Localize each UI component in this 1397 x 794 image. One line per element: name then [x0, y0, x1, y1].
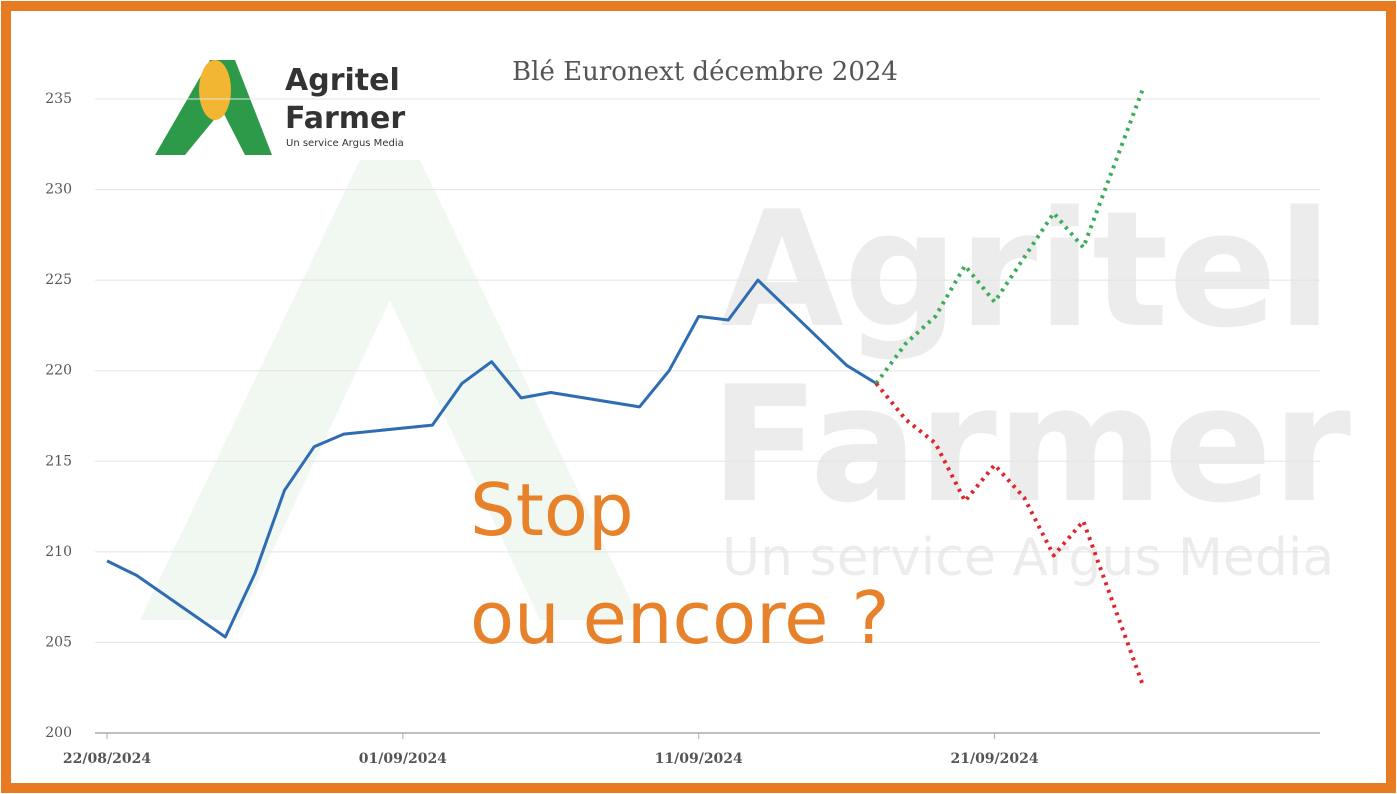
watermark-text: Farmer	[710, 351, 1351, 538]
line	[874, 89, 1145, 385]
logo-text: Agritel	[285, 63, 400, 98]
logo-tagline: Un service Argus Media	[286, 138, 404, 149]
watermark-shape	[140, 160, 640, 620]
annotation: Stop	[470, 468, 634, 552]
y-tick-label: 230	[45, 182, 72, 198]
logo-wheat	[199, 60, 231, 120]
watermark-text: Agritel	[720, 176, 1332, 363]
x-tick-label: 01/09/2024	[359, 751, 447, 767]
y-tick-label: 225	[45, 272, 72, 288]
chart-title: Blé Euronext décembre 2024	[512, 57, 898, 87]
watermark: Agritel Farmer Un service Argus Media	[140, 160, 1351, 620]
x-tick-label: 11/09/2024	[655, 751, 743, 767]
x-tick-label: 22/08/2024	[63, 751, 151, 767]
y-tick-label: 235	[45, 91, 72, 107]
logo: Agritel Farmer Un service Argus Media	[155, 60, 405, 155]
y-tick-label: 220	[45, 363, 72, 379]
y-tick-label: 210	[45, 544, 72, 560]
y-tick-label: 200	[45, 725, 72, 741]
y-tick-label: 205	[45, 634, 72, 650]
logo-text: Farmer	[285, 101, 405, 136]
watermark-text: Un service Argus Media	[722, 528, 1334, 588]
y-tick-label: 215	[45, 453, 72, 469]
annotation: ou encore ?	[470, 576, 890, 660]
plot: 200 205 210 215 220 225 230 235 22/08/2024 01/09/…	[45, 89, 1320, 767]
x-tick-label: 21/09/2024	[950, 751, 1038, 767]
line	[106, 278, 877, 639]
